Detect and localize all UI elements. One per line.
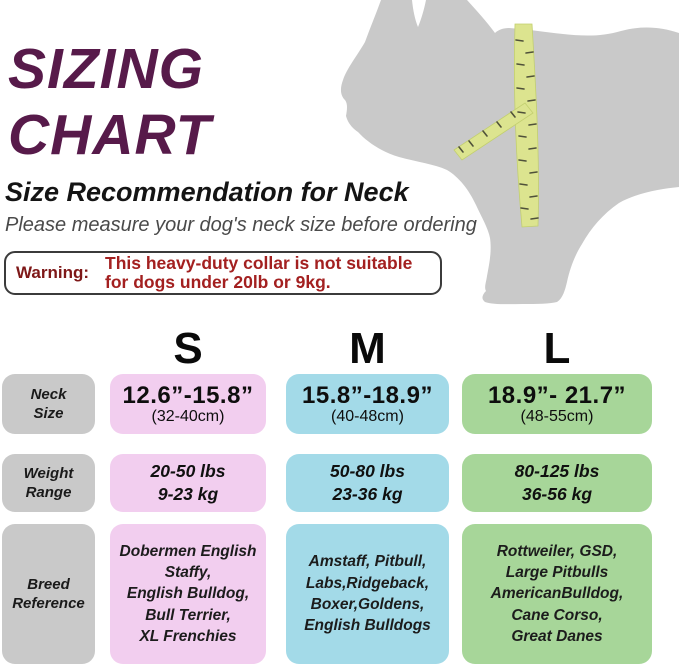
breed-l-line: AmericanBulldog,	[490, 585, 624, 603]
breed-m-cell: Amstaff, Pitbull, Labs,Ridgeback, Boxer,…	[286, 524, 449, 664]
row-label-text: Range	[25, 484, 72, 501]
breed-m-line: Amstaff, Pitbull,	[308, 553, 427, 571]
row-label-text: Breed	[27, 575, 70, 593]
warning-box: Warning: This heavy-duty collar is not s…	[4, 251, 442, 295]
column-header-l: L	[543, 324, 571, 373]
breed-l-line: Great Danes	[511, 628, 603, 646]
warning-message-line1: This heavy-duty collar is not suitable	[105, 253, 413, 273]
row-label-weight-range: Weight Range	[2, 454, 95, 512]
breed-s-line: Dobermen English	[119, 542, 257, 560]
dog-body-shape	[340, 0, 679, 305]
neck-size-m-inches: 15.8”-18.9”	[302, 381, 433, 409]
measure-note: Please measure your dog's neck size befo…	[5, 214, 477, 236]
breed-m-line: Labs,Ridgeback,	[305, 574, 430, 592]
weight-m-lbs: 50-80 lbs	[330, 461, 405, 482]
neck-size-s-cm: (32-40cm)	[151, 407, 225, 425]
warning-label: Warning:	[16, 263, 90, 282]
row-label-text: Weight	[23, 464, 74, 482]
row-label-text: Neck	[30, 385, 67, 403]
warning-message-line2: for dogs under 20lb or 9kg.	[105, 272, 331, 292]
column-header-s: S	[173, 324, 203, 373]
column-header-m: M	[349, 324, 386, 373]
row-label-text: Reference	[12, 595, 85, 612]
measuring-tape-tick-marks	[458, 39, 539, 220]
breed-m-line: Boxer,Goldens,	[310, 596, 425, 613]
measuring-tape-main-strip	[513, 23, 539, 228]
neck-size-m-cell: 15.8”-18.9” (40-48cm)	[286, 374, 449, 434]
subtitle: Size Recommendation for Neck	[5, 177, 409, 207]
page-title-line2: CHART	[8, 103, 212, 167]
row-label-breed-reference: Breed Reference	[2, 524, 95, 664]
breed-s-line: XL Frenchies	[139, 628, 237, 646]
dog-silhouette-icon	[340, 0, 679, 305]
breed-s-line: Staffy,	[164, 563, 212, 581]
weight-range-s-cell: 20-50 lbs 9-23 kg	[110, 454, 266, 512]
breed-l-line: Rottweiler, GSD,	[496, 542, 618, 560]
weight-l-lbs: 80-125 lbs	[514, 461, 600, 482]
neck-size-l-cm: (48-55cm)	[520, 407, 594, 425]
row-label-text: Size	[33, 405, 64, 422]
neck-size-m-cm: (40-48cm)	[331, 407, 404, 425]
weight-s-lbs: 20-50 lbs	[150, 461, 226, 482]
row-label-neck-size: Neck Size	[2, 374, 95, 434]
breed-l-line: Cane Corso,	[511, 606, 603, 624]
breed-s-cell: Dobermen English Staffy, English Bulldog…	[110, 524, 266, 664]
neck-size-l-inches: 18.9”- 21.7”	[487, 381, 627, 409]
warning-message: This heavy-duty collar is not suitable f…	[105, 254, 412, 292]
neck-size-s-cell: 12.6”-15.8” (32-40cm)	[110, 374, 266, 434]
weight-l-kg: 36-56 kg	[521, 484, 593, 504]
breed-s-line: Bull Terrier,	[145, 606, 231, 624]
page-title-line1: SIZING	[8, 37, 205, 101]
breed-l-cell: Rottweiler, GSD, Large Pitbulls American…	[462, 524, 652, 664]
weight-s-kg: 9-23 kg	[157, 484, 219, 504]
dog-neck-measurement-illustration	[339, 0, 679, 315]
neck-size-l-cell: 18.9”- 21.7” (48-55cm)	[462, 374, 652, 434]
breed-l-line: Large Pitbulls	[505, 563, 609, 581]
breed-m-line: English Bulldogs	[304, 617, 431, 635]
neck-size-s-inches: 12.6”-15.8”	[122, 381, 254, 409]
page-title: SIZING CHART	[8, 36, 211, 168]
weight-range-l-cell: 80-125 lbs 36-56 kg	[462, 454, 652, 512]
weight-range-m-cell: 50-80 lbs 23-36 kg	[286, 454, 449, 512]
breed-s-line: English Bulldog,	[126, 585, 250, 603]
weight-m-kg: 23-36 kg	[332, 484, 403, 504]
